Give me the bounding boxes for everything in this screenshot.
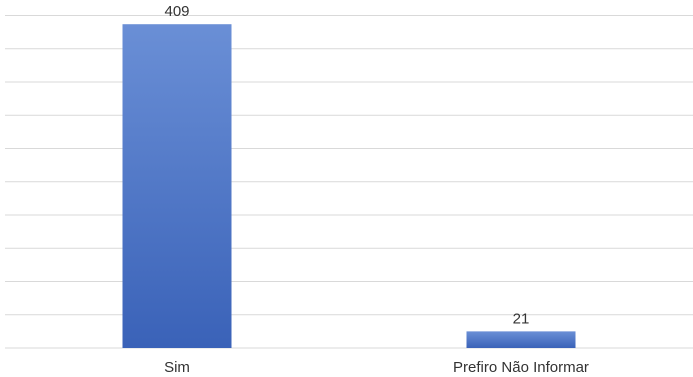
gridlines (5, 15, 693, 349)
category-label-1: Prefiro Não Informar (453, 359, 589, 376)
bar-1 (466, 331, 576, 348)
labels: 409 Sim 21 Prefiro Não Informar (164, 3, 589, 376)
bar-0 (122, 24, 232, 348)
data-label-1: 21 (513, 310, 530, 327)
bars (122, 24, 576, 348)
data-label-0: 409 (164, 3, 189, 20)
category-label-0: Sim (164, 359, 190, 376)
